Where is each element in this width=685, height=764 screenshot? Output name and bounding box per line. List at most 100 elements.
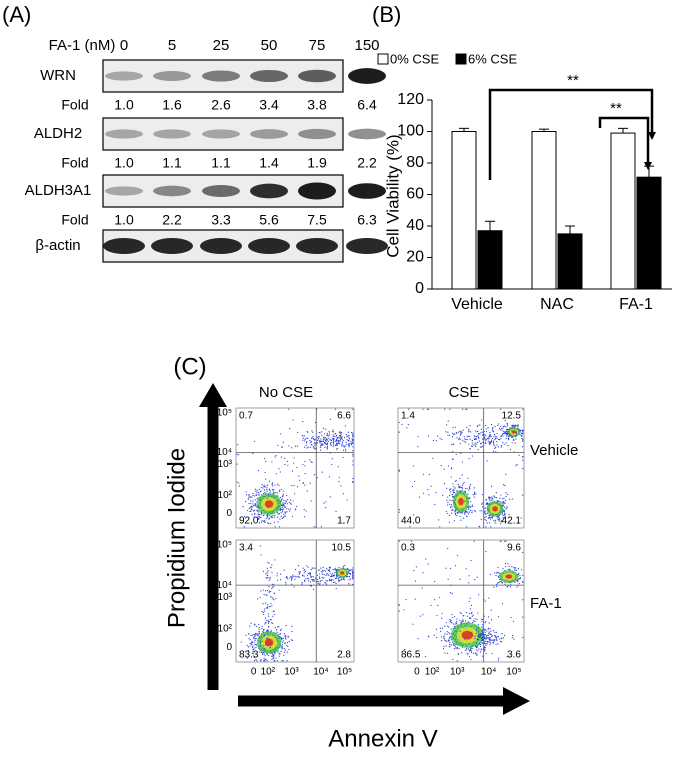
- cell-dot: [352, 446, 353, 447]
- blot-band: [153, 186, 191, 197]
- cell-dot: [467, 436, 468, 437]
- cell-dot: [443, 469, 444, 470]
- cell-dot: [463, 518, 464, 519]
- cell-dot: [502, 568, 503, 569]
- cell-dot: [504, 433, 505, 434]
- cell-dot: [489, 642, 490, 643]
- cell-dot: [254, 644, 255, 645]
- cell-dot: [352, 439, 353, 440]
- cell-dot: [277, 651, 278, 652]
- cell-dot: [342, 441, 343, 442]
- cell-dot: [317, 579, 318, 580]
- flow-plot: [236, 408, 354, 528]
- cell-dot: [481, 621, 482, 622]
- cell-dot: [470, 510, 471, 511]
- cell-dot: [452, 509, 453, 510]
- cell-dot: [496, 638, 497, 639]
- cell-dot: [475, 443, 476, 444]
- cell-dot: [269, 590, 270, 591]
- cell-dot: [475, 446, 476, 447]
- cell-dot: [501, 633, 502, 634]
- cell-dot: [417, 638, 418, 639]
- cell-dot: [292, 470, 293, 471]
- cell-dot: [255, 490, 256, 491]
- cell-dot: [290, 499, 291, 500]
- cell-dot: [511, 430, 512, 431]
- cell-dot: [270, 647, 271, 648]
- cell-dot: [290, 503, 291, 504]
- cell-dot: [261, 628, 262, 629]
- cell-dot: [306, 565, 307, 566]
- cell-dot: [473, 444, 474, 445]
- cell-dot: [304, 509, 305, 510]
- cell-dot: [488, 633, 489, 634]
- cell-dot: [273, 489, 274, 490]
- cell-dot: [500, 409, 501, 410]
- cell-dot: [480, 644, 481, 645]
- cell-dot: [474, 621, 475, 622]
- blot-name: ALDH2: [34, 125, 82, 142]
- cell-dot: [315, 422, 316, 423]
- cell-dot: [460, 433, 461, 434]
- cell-dot: [351, 432, 352, 433]
- cell-dot: [472, 504, 473, 505]
- cell-dot: [399, 511, 400, 512]
- error-bar: [618, 128, 628, 133]
- cell-dot: [482, 656, 483, 657]
- cell-dot: [458, 653, 459, 654]
- cell-dot: [252, 501, 253, 502]
- quadrant-value: 0.7: [239, 411, 253, 422]
- cell-dot: [258, 470, 259, 471]
- cell-dot: [466, 409, 467, 410]
- cell-dot: [462, 474, 463, 475]
- cell-dot: [399, 422, 400, 423]
- cell-dot: [496, 644, 497, 645]
- cell-dot: [273, 611, 274, 612]
- cell-dot: [275, 455, 276, 456]
- cell-dot: [448, 626, 449, 627]
- cell-dot: [493, 436, 494, 437]
- cell-dot: [490, 435, 491, 436]
- cell-dot: [452, 506, 453, 507]
- cell-dot: [406, 599, 407, 600]
- cell-dot: [490, 637, 491, 638]
- flow-plot: [398, 408, 524, 528]
- cell-dot: [399, 432, 400, 433]
- cell-dot: [268, 630, 269, 631]
- cell-dot: [452, 642, 453, 643]
- cell-dot: [320, 439, 321, 440]
- flow-plot: [398, 540, 524, 662]
- cell-dot: [334, 572, 335, 573]
- cell-dot: [298, 475, 299, 476]
- cell-dot: [268, 621, 269, 622]
- cell-dot: [268, 655, 269, 656]
- quadrant-value: 1.4: [401, 411, 415, 422]
- cell-dot: [470, 659, 471, 660]
- cell-dot: [516, 570, 517, 571]
- cell-dot: [517, 464, 518, 465]
- cell-dot: [341, 444, 342, 445]
- cell-dot: [509, 429, 510, 430]
- cell-dot: [487, 427, 488, 428]
- cell-dot: [505, 474, 506, 475]
- cell-dot: [476, 645, 477, 646]
- cell-dot: [491, 436, 492, 437]
- cell-dot: [444, 633, 445, 634]
- cell-dot: [482, 439, 483, 440]
- cell-dot: [320, 445, 321, 446]
- cell-dot: [470, 648, 471, 649]
- cell-dot: [457, 660, 458, 661]
- cell-dot: [264, 492, 265, 493]
- cell-dot: [490, 518, 491, 519]
- cell-dot: [332, 434, 333, 435]
- cell-dot: [338, 466, 339, 467]
- cell-dot: [485, 425, 486, 426]
- cell-dot: [281, 489, 282, 490]
- cell-dot: [522, 430, 523, 431]
- cell-dot: [446, 500, 447, 501]
- cell-dot: [494, 439, 495, 440]
- cell-dot: [469, 598, 470, 599]
- cell-dot: [507, 563, 508, 564]
- cell-dot: [473, 620, 474, 621]
- cell-dot: [296, 576, 297, 577]
